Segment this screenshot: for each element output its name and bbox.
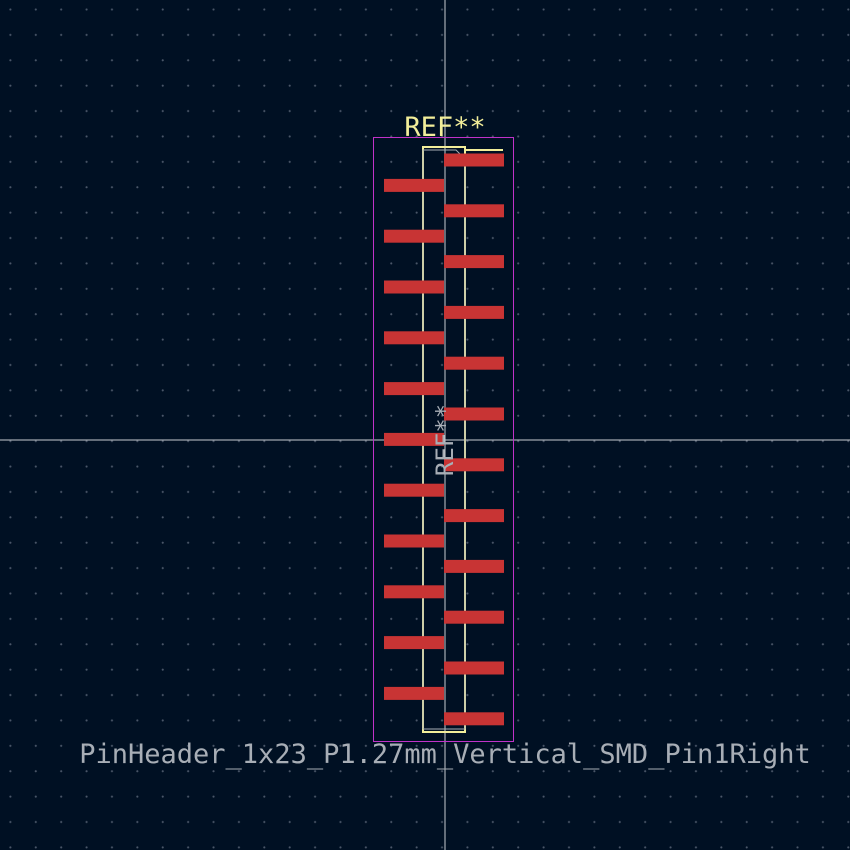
pad-2[interactable] [384,178,444,192]
fab-reference-label[interactable]: REF** [431,404,459,476]
pad-group [384,153,504,726]
pad-19[interactable] [444,610,504,624]
pad-5[interactable] [444,255,504,269]
pad-1[interactable] [444,153,504,167]
pad-3[interactable] [444,204,504,218]
pad-6[interactable] [384,280,444,294]
pad-18[interactable] [384,585,444,599]
pad-15[interactable] [444,509,504,523]
pad-14[interactable] [384,483,444,497]
fab-body-outline [422,149,466,730]
pad-8[interactable] [384,331,444,345]
reference-label[interactable]: REF** [404,112,485,143]
pad-22[interactable] [384,686,444,700]
pad-13[interactable] [444,458,504,472]
pad-16[interactable] [384,534,444,548]
pad-4[interactable] [384,229,444,243]
pad-23[interactable] [444,712,504,726]
pad-21[interactable] [444,661,504,675]
pad-17[interactable] [444,559,504,573]
pad-7[interactable] [444,305,504,319]
pad-12[interactable] [384,432,444,446]
courtyard-outline [373,137,514,742]
pad-9[interactable] [444,356,504,370]
pad-10[interactable] [384,382,444,396]
pad-11[interactable] [444,407,504,421]
footprint-value-label[interactable]: PinHeader_1x23_P1.27mm_Vertical_SMD_Pin1… [79,739,811,770]
pad-20[interactable] [384,636,444,650]
